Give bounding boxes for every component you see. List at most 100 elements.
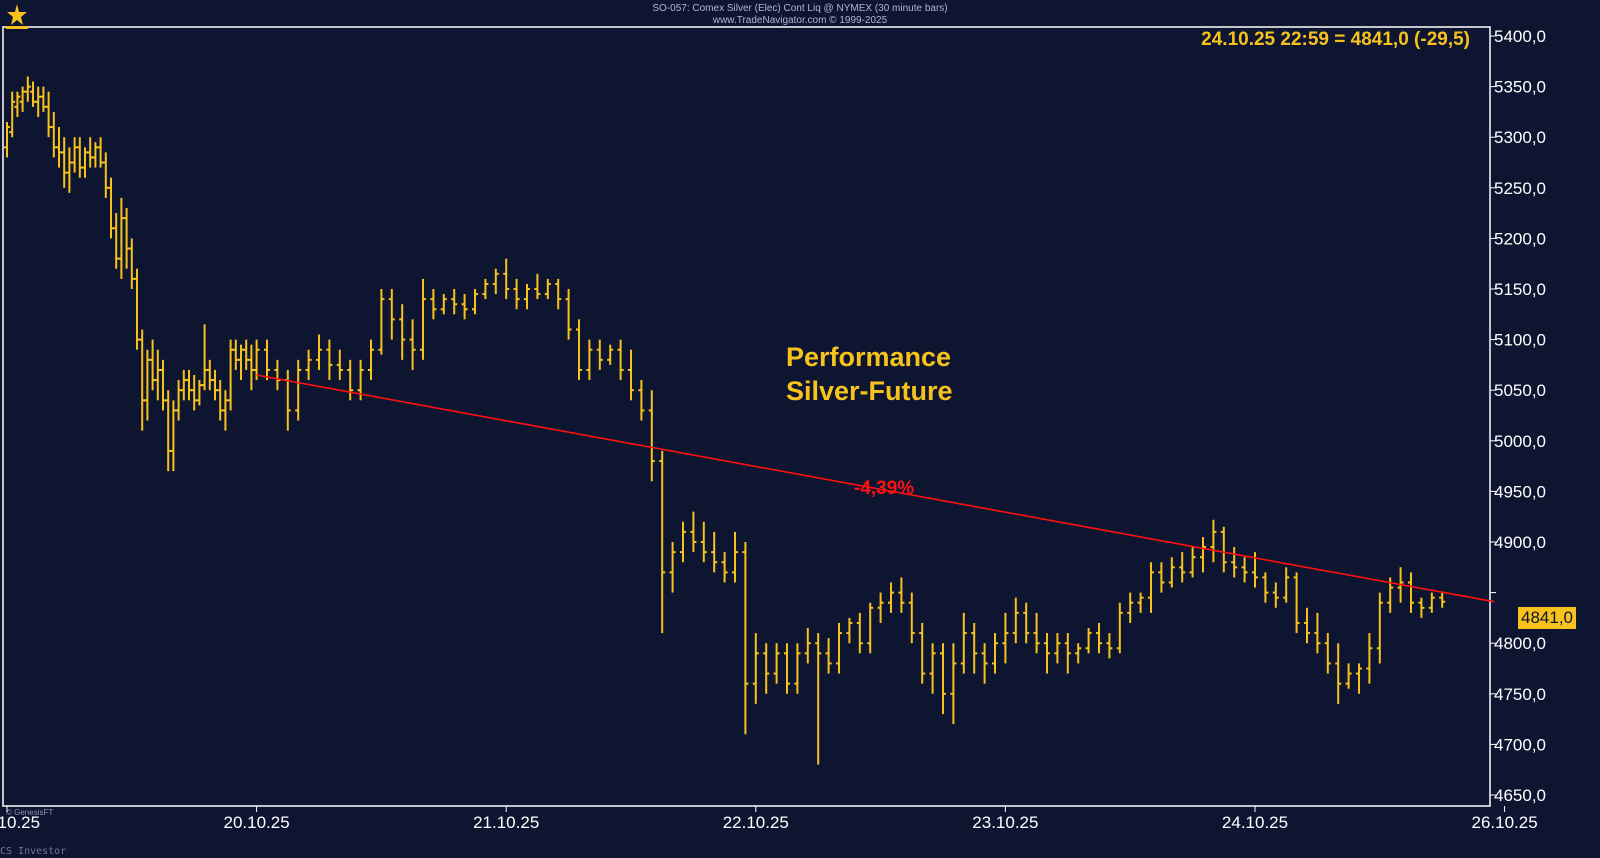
ohlc-bar	[648, 390, 655, 482]
ohlc-bar	[981, 643, 988, 684]
ohlc-bar	[659, 450, 666, 634]
y-tick-label: 5100,0	[1494, 331, 1546, 350]
ohlc-bar	[1356, 663, 1362, 694]
ohlc-bar	[128, 238, 135, 289]
ohlc-bar	[586, 339, 593, 381]
ohlc-bar	[721, 552, 728, 583]
x-tick-label: 24.10.25	[1222, 813, 1288, 832]
ohlc-bar	[1272, 582, 1279, 608]
ohlc-bar	[752, 633, 759, 704]
ohlc-bar	[378, 289, 385, 355]
ohlc-bar	[669, 542, 676, 593]
ohlc-bar	[1262, 572, 1269, 603]
ohlc-bar	[690, 511, 697, 553]
ohlc-bar	[960, 612, 967, 674]
ohlc-bar	[1210, 519, 1217, 563]
ohlc-bar	[66, 147, 73, 193]
x-tick-label: 22.10.25	[723, 813, 789, 832]
copyright-label: CS Investor	[0, 846, 67, 857]
y-tick-label: 5350,0	[1494, 78, 1546, 97]
ohlc-bar	[227, 339, 234, 411]
ohlc-bar	[212, 369, 218, 401]
ohlc-bar	[368, 339, 374, 381]
ohlc-bar	[1116, 602, 1123, 654]
ohlc-bar	[1168, 557, 1175, 588]
ohlc-bar	[409, 319, 416, 370]
ohlc-bar	[524, 283, 530, 310]
ohlc-bar	[76, 137, 83, 178]
ohlc-bar	[316, 334, 322, 370]
ohlc-bar	[482, 278, 489, 300]
ohlc-bar	[170, 400, 177, 472]
y-tick-label: 5150,0	[1494, 280, 1546, 299]
ohlc-bar	[544, 278, 551, 300]
y-tick-label: 4900,0	[1494, 533, 1546, 552]
ohlc-bar	[61, 137, 68, 188]
ohlc-bar	[160, 359, 166, 411]
ohlc-bar	[180, 369, 187, 401]
ohlc-bar	[825, 638, 832, 674]
ohlc-bar	[919, 622, 926, 684]
ohlc-bar	[867, 602, 874, 654]
ohlc-bar	[284, 369, 291, 431]
ohlc-bar	[71, 137, 78, 173]
ohlc-bar	[108, 177, 114, 239]
ohlc-bar	[144, 349, 151, 421]
ohlc-bar	[451, 289, 458, 315]
ohlc-bar	[274, 359, 281, 391]
ohlc-bar	[1345, 663, 1352, 689]
ohlc-bar	[1137, 592, 1144, 613]
ohlc-bar	[9, 91, 16, 138]
ohlc-bar	[1324, 633, 1331, 674]
performance-percent: -4,39%	[854, 478, 915, 499]
ohlc-bar	[1002, 612, 1009, 664]
ohlc-bar	[908, 592, 915, 644]
ohlc-bar	[971, 622, 978, 674]
y-tick-label: 5200,0	[1494, 229, 1546, 248]
ohlc-bar	[794, 643, 801, 694]
ohlc-bar	[118, 197, 125, 279]
ohlc-bar	[238, 344, 244, 381]
ohlc-bar	[1096, 622, 1102, 654]
y-tick-label: 4750,0	[1494, 685, 1546, 704]
ohlc-bar	[555, 278, 562, 310]
ohlc-bar	[440, 294, 447, 315]
ohlc-bar	[1439, 592, 1446, 608]
x-tick-label: 20.10.25	[224, 813, 290, 832]
ohlc-bar	[898, 577, 905, 613]
ohlc-bar	[102, 152, 109, 198]
ohlc-bar	[45, 91, 52, 138]
ohlc-bar	[326, 339, 333, 381]
ohlc-bar	[35, 86, 42, 117]
ohlc-bar	[420, 278, 426, 360]
ohlc-bar	[742, 542, 749, 735]
y-tick-label: 5000,0	[1494, 432, 1546, 451]
ohlc-bar	[24, 76, 31, 102]
tradenavigator-logo-icon	[2, 2, 32, 32]
ohlc-bar	[1023, 602, 1030, 644]
ohlc-bar	[1200, 536, 1206, 573]
ohlc-bar	[628, 349, 634, 401]
ohlc-bar	[773, 643, 780, 684]
y-tick-label: 5300,0	[1494, 128, 1546, 147]
y-tick-label: 5400,0	[1494, 27, 1546, 46]
ohlc-bar	[1220, 526, 1227, 573]
ohlc-bar	[1418, 597, 1425, 618]
ohlc-bar	[253, 339, 260, 381]
ohlc-bar	[1293, 572, 1300, 634]
ohlc-bar	[113, 213, 120, 269]
ohlc-bar	[856, 612, 863, 654]
ohlc-bar	[1283, 567, 1290, 603]
ohlc-bar	[513, 278, 520, 310]
ohlc-bar	[196, 380, 203, 406]
ohlc-bar	[1127, 592, 1134, 623]
ohlc-bar	[1314, 612, 1321, 654]
ohlc-bar	[50, 111, 57, 158]
ohlc-bar	[92, 142, 99, 168]
ohlc-bar	[617, 339, 624, 381]
ohlc-bar	[388, 289, 395, 340]
performance-title-line2: Silver-Future	[786, 376, 953, 406]
ohlc-bar	[700, 521, 707, 563]
